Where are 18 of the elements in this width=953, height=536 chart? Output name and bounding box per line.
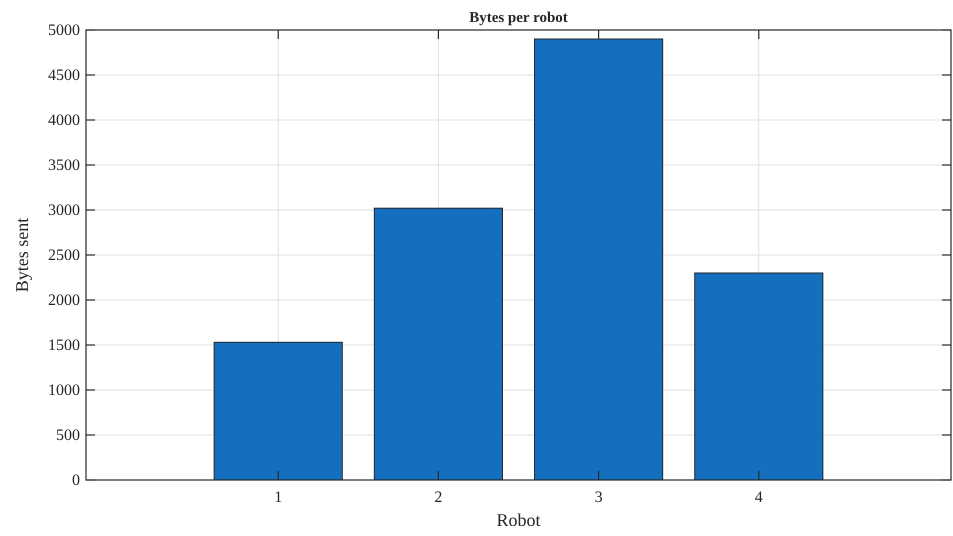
y-tick-label: 2000 — [48, 292, 80, 309]
y-tick-label: 4500 — [48, 67, 80, 84]
y-tick-label: 5000 — [48, 22, 80, 39]
x-tick-label: 4 — [754, 489, 763, 506]
y-tick-label: 1500 — [48, 337, 80, 354]
y-tick-label: 1000 — [48, 382, 80, 399]
y-tick-label: 3500 — [48, 157, 80, 174]
y-tick-label: 0 — [72, 472, 80, 489]
x-tick-label: 1 — [274, 489, 282, 506]
x-tick-label: 2 — [434, 489, 442, 506]
y-tick-label: 3000 — [48, 202, 80, 219]
y-axis-title: Bytes sent — [12, 218, 32, 292]
x-axis-title: Robot — [496, 510, 541, 530]
x-tick-label: 3 — [594, 489, 603, 506]
chart-title: Bytes per robot — [469, 10, 568, 26]
y-tick-label: 4000 — [48, 112, 80, 129]
y-tick-label: 2500 — [48, 247, 80, 264]
y-tick-label: 500 — [56, 427, 80, 444]
